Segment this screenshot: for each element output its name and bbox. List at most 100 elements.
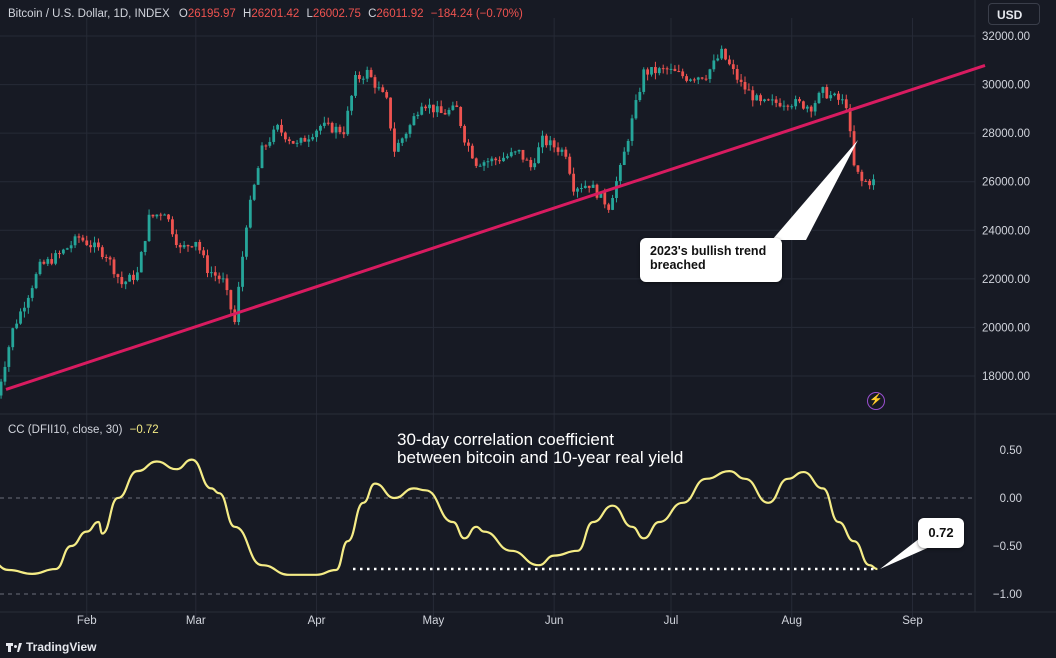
- candle-body-down: [654, 67, 657, 74]
- candle-body-down: [494, 158, 498, 161]
- candle-body-up: [350, 95, 354, 111]
- candle-body-up: [782, 105, 786, 107]
- candle-body-up: [486, 161, 490, 163]
- indicator-tick-label: 0.50: [1000, 445, 1022, 457]
- candle-body-up: [23, 307, 26, 312]
- candle-body-down: [381, 87, 385, 93]
- candle-body-up: [618, 164, 622, 182]
- candle-body-down: [739, 79, 743, 83]
- candle-body-down: [190, 246, 194, 248]
- candle-body-up: [11, 328, 15, 348]
- candle-body-down: [264, 145, 268, 147]
- candle-body-up: [435, 106, 439, 113]
- change-value: −184.24 (−0.70%): [430, 8, 523, 20]
- candle-body-up: [591, 184, 595, 188]
- time-tick-label: Sep: [902, 615, 922, 627]
- candle-body-up: [311, 137, 315, 140]
- candle-body-up: [245, 227, 248, 257]
- candle-body-up: [580, 188, 583, 190]
- candle-body-down: [229, 290, 233, 310]
- open-value: 26195.97: [187, 8, 236, 20]
- candle-body-up: [93, 242, 96, 248]
- candle-body-down: [342, 132, 346, 135]
- time-tick-label: Aug: [782, 615, 802, 627]
- candle-body-down: [132, 274, 135, 280]
- indicator-value: −0.72: [129, 424, 159, 436]
- candle-body-down: [646, 69, 650, 75]
- candle-body-up: [26, 297, 30, 308]
- candle-body-down: [159, 214, 163, 216]
- candle-body-down: [424, 106, 428, 109]
- candle-body-up: [451, 105, 455, 110]
- candle-body-down: [759, 95, 762, 102]
- candle-body-down: [455, 105, 459, 108]
- candle-body-up: [821, 87, 825, 93]
- candle-body-up: [0, 381, 3, 396]
- indicator-label: CC (DFII10, close, 30): [8, 424, 123, 436]
- candle-body-up: [61, 249, 65, 254]
- candle-body-up: [560, 149, 564, 152]
- candle-body-up: [502, 157, 505, 162]
- candle-body-up: [361, 78, 365, 80]
- candle-body-up: [73, 236, 77, 246]
- candle-body-down: [848, 108, 852, 132]
- candle-body-down: [852, 131, 856, 166]
- candle-body-up: [872, 179, 875, 186]
- candle-body-up: [696, 77, 700, 80]
- candle-body-up: [626, 140, 630, 152]
- candle-body-down: [735, 68, 739, 80]
- candle-body-down: [357, 75, 361, 79]
- time-tick-label: Apr: [308, 615, 326, 627]
- candle-body-up: [319, 125, 322, 131]
- candle-body-down: [89, 245, 93, 248]
- candle-body-up: [252, 184, 256, 200]
- price-tick-label: 30000.00: [982, 80, 1030, 92]
- candle-body-down: [704, 78, 708, 80]
- candle-body-down: [731, 64, 735, 69]
- candle-body-down: [112, 259, 116, 275]
- candle-body-down: [385, 92, 389, 98]
- candle-body-down: [587, 185, 591, 188]
- candle-body-down: [467, 142, 470, 146]
- lightning-bolt-icon[interactable]: ⚡: [867, 392, 885, 410]
- candle-body-down: [81, 237, 85, 241]
- candle-body-down: [326, 122, 330, 124]
- candle-body-down: [213, 272, 217, 276]
- candle-body-down: [167, 214, 170, 220]
- candle-body-up: [716, 58, 720, 61]
- correlation-line: [0, 458, 878, 576]
- high-label: H: [243, 8, 252, 20]
- candle-body-down: [521, 149, 525, 160]
- candle-body-up: [599, 192, 603, 198]
- candle-body-down: [280, 124, 283, 133]
- candle-body-down: [443, 112, 447, 115]
- currency-button[interactable]: USD: [988, 3, 1040, 25]
- candle-body-down: [373, 77, 377, 88]
- candle-body-up: [194, 241, 198, 247]
- candle-body-up: [241, 256, 244, 287]
- candle-body-up: [155, 214, 159, 217]
- candle-body-down: [665, 68, 669, 70]
- candle-body-up: [650, 67, 653, 75]
- candle-body-up: [630, 118, 634, 141]
- candle-body-up: [354, 75, 357, 96]
- trend-callout-line-1: 2023's bullish trend: [650, 244, 767, 258]
- close-label: C: [368, 8, 377, 20]
- candle-body-up: [19, 311, 22, 324]
- candle-body-up: [139, 252, 143, 273]
- candle-body-up: [377, 87, 381, 89]
- candle-body-down: [692, 79, 696, 81]
- candle-body-down: [529, 159, 533, 168]
- candle-body-up: [408, 125, 412, 134]
- candle-body-up: [268, 141, 272, 146]
- candle-body-up: [583, 185, 587, 189]
- candle-body-down: [330, 122, 334, 133]
- candle-body-down: [572, 173, 576, 192]
- candle-body-down: [728, 59, 731, 65]
- candle-body-down: [233, 309, 237, 323]
- candle-body-down: [439, 106, 443, 113]
- candle-body-up: [30, 288, 34, 298]
- candle-body-up: [15, 323, 19, 329]
